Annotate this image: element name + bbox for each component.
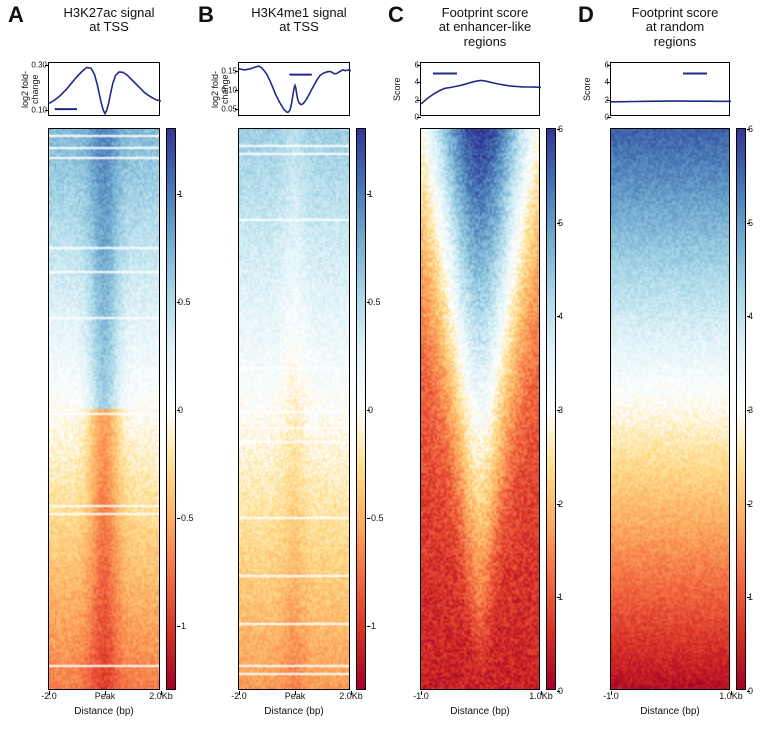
title-line: at TSS <box>228 20 370 34</box>
title-line: H3K27ac signal <box>38 6 180 20</box>
panel-C: CFootprint scoreat enhancer-likeregions0… <box>390 0 580 733</box>
profile-line <box>421 63 541 117</box>
profile-plot: 0.050.100.15 <box>238 62 350 116</box>
colorbar: -1-0.500.51 <box>166 128 176 690</box>
title-line: Footprint score <box>410 6 560 20</box>
profile-line <box>611 63 731 117</box>
panel-letter: C <box>388 2 404 28</box>
panel-letter: A <box>8 2 24 28</box>
heatmap: -2.0Peak2.0Kb <box>48 128 160 690</box>
title-line: Footprint score <box>600 6 750 20</box>
panel-title: H3K4me1 signalat TSS <box>228 6 370 35</box>
profile-ylabel: Score <box>392 62 402 116</box>
heatmap-xlabel: Distance (bp) <box>610 706 730 717</box>
panel-letter: B <box>198 2 214 28</box>
title-line: H3K4me1 signal <box>228 6 370 20</box>
panel-title: H3K27ac signalat TSS <box>38 6 180 35</box>
title-line: regions <box>410 35 560 49</box>
title-line: regions <box>600 35 750 49</box>
profile-ylabel: log2 fold-change <box>210 62 230 116</box>
heatmap-xlabel: Distance (bp) <box>238 706 350 717</box>
profile-plot: 0246 <box>420 62 540 116</box>
heatmap-xlabel: Distance (bp) <box>48 706 160 717</box>
panel-title: Footprint scoreat randomregions <box>600 6 750 49</box>
heatmap-xlabel: Distance (bp) <box>420 706 540 717</box>
heatmap: -1.01.0Kb <box>610 128 730 690</box>
title-line: at TSS <box>38 20 180 34</box>
colorbar: 0123456 <box>736 128 746 690</box>
profile-ylabel: Score <box>582 62 592 116</box>
profile-plot: 0.100.30 <box>48 62 160 116</box>
panel-B: B H3K4me1 signalat TSS 0.050.100.15 log2 fo… <box>200 0 390 733</box>
title-line: at random <box>600 20 750 34</box>
profile-line <box>49 63 161 117</box>
panel-A: A H3K27ac signalat TSS 0.100.30 log2 fold-c… <box>10 0 200 733</box>
profile-ylabel: log2 fold-change <box>20 62 40 116</box>
panel-title: Footprint scoreat enhancer-likeregions <box>410 6 560 49</box>
profile-plot: 0246 <box>610 62 730 116</box>
profile-line <box>239 63 351 117</box>
figure-root: AH3K27ac signalat TSS0.100.30log2 fold-c… <box>0 0 771 733</box>
panel-D: DFootprint scoreat randomregions0246Scor… <box>580 0 770 733</box>
heatmap: -2.0Peak2.0Kb <box>238 128 350 690</box>
colorbar: 0123456 <box>546 128 556 690</box>
title-line: at enhancer-like <box>410 20 560 34</box>
heatmap: -1.01.0Kb <box>420 128 540 690</box>
colorbar: -1-0.500.51 <box>356 128 366 690</box>
panel-letter: D <box>578 2 594 28</box>
